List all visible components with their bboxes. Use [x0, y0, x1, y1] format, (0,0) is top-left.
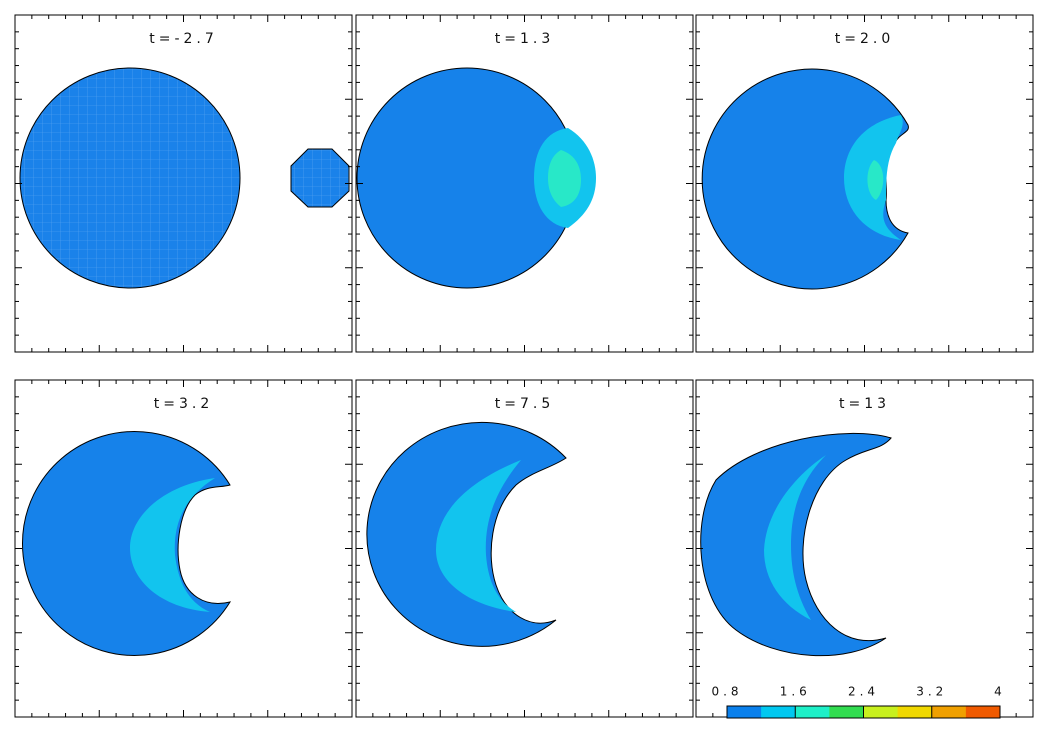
blob — [21, 431, 232, 656]
colorbar-tick-label: 1.6 — [780, 685, 811, 699]
colorbar-tick-label: 4 — [994, 685, 1006, 699]
panel-title: t=1.3 — [495, 31, 554, 47]
colorbar-segment — [795, 706, 830, 718]
panel-shapes — [701, 68, 909, 290]
panel-title: t=-2.7 — [149, 31, 218, 47]
colorbar-segment — [897, 706, 933, 718]
panel-shapes — [700, 432, 892, 657]
blob-core — [867, 160, 884, 200]
panel-shapes — [366, 421, 567, 647]
colorbar-tick-label: 0.8 — [711, 685, 742, 699]
blob — [290, 148, 350, 208]
blob-inner — [436, 460, 521, 612]
colorbar-segment — [761, 706, 796, 718]
blob-core — [548, 150, 581, 207]
colorbar-segment — [829, 706, 864, 718]
panel-shapes — [19, 67, 350, 289]
panel-title: t=3.2 — [154, 396, 213, 412]
colorbar-segment — [727, 706, 762, 718]
panel-title: t=7.5 — [495, 396, 554, 412]
blob-inner — [764, 455, 826, 620]
panel-title: t=13 — [839, 396, 890, 412]
panel-title: t=2.0 — [835, 31, 894, 47]
colorbar-tick-label: 3.2 — [916, 685, 947, 699]
panel-shapes — [21, 431, 232, 656]
colorbar-tick-label: 2.4 — [848, 685, 879, 699]
colorbar-segment — [965, 706, 1001, 718]
colorbar-segment — [863, 706, 899, 718]
colorbar-segment — [931, 706, 967, 718]
blob — [19, 67, 241, 289]
panel-shapes — [356, 67, 596, 289]
blob-inner — [130, 478, 215, 612]
blob — [700, 432, 892, 657]
